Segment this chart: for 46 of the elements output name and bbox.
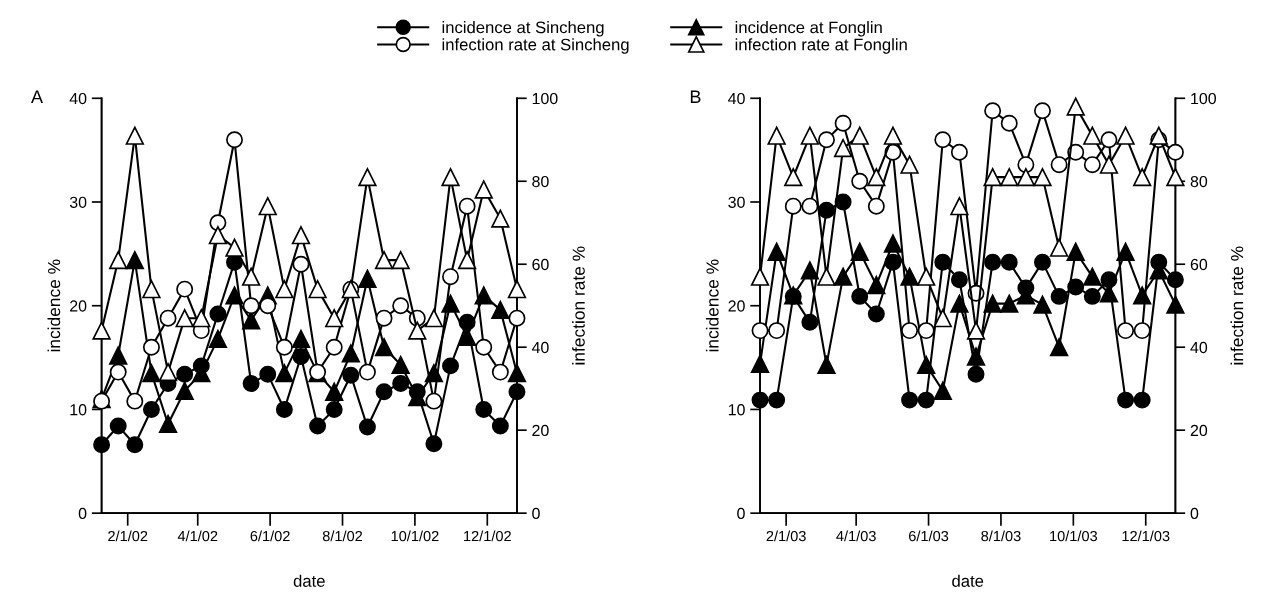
y-tick-label: 30: [69, 196, 87, 208]
y-tick-label: 10: [70, 404, 87, 416]
text: A: [31, 90, 43, 103]
y-tick-label: 30: [728, 196, 745, 208]
x-tick-label: 12/1/02: [464, 530, 511, 542]
x-tick-label: 4/1/02: [177, 530, 218, 542]
x-tick-label: 12/1/03: [1122, 530, 1170, 542]
y-tick-label: 20: [70, 300, 87, 312]
y2-tick-label: 20: [1190, 424, 1208, 437]
y2-tick-label: 60: [532, 258, 549, 271]
y-tick-label: 10: [728, 404, 745, 416]
x-axis-title: date: [293, 574, 325, 587]
y2-tick-label: 80: [532, 175, 549, 188]
y2-tick-label: 20: [532, 424, 549, 437]
y2-tick-label: 0: [1190, 507, 1199, 520]
y-tick-label: 20: [728, 300, 745, 312]
x-tick-label: 4/1/03: [836, 530, 876, 542]
x-tick-label: 10/1/02: [391, 530, 439, 542]
y2-axis-title: infection rate %: [1230, 246, 1244, 365]
y2-tick-label: 100: [1191, 92, 1217, 105]
x-axis-title: date: [952, 574, 984, 587]
x-tick-label: 2/1/02: [108, 530, 148, 542]
x-tick-label: 6/1/03: [909, 530, 949, 542]
y2-axis-title: infection rate %: [572, 246, 585, 365]
legend-label: incidence at Fonglin: [735, 21, 882, 37]
y-tick-label: 0: [78, 507, 87, 520]
y-axis-title: incidence %: [47, 259, 61, 352]
x-tick-label: 6/1/02: [250, 530, 290, 542]
x-tick-label: 8/1/03: [981, 530, 1021, 542]
y-tick-label: 40: [69, 92, 87, 105]
x-tick-label: 8/1/02: [322, 530, 363, 542]
legend-label: infection rate at Sincheng: [442, 38, 629, 54]
y-axis-title: incidence %: [705, 259, 719, 352]
y2-tick-label: 40: [531, 341, 549, 354]
y2-tick-label: 0: [532, 507, 540, 520]
y-tick-label: 0: [737, 507, 745, 520]
y2-tick-label: 40: [1190, 341, 1208, 354]
legend-label: incidence at Sincheng: [442, 21, 604, 37]
y2-tick-label: 100: [532, 92, 558, 105]
legend-label: infection rate at Fonglin: [735, 38, 907, 54]
text: B: [690, 90, 701, 103]
x-tick-label: 10/1/03: [1050, 530, 1098, 542]
y-tick-label: 40: [728, 92, 745, 105]
x-tick-label: 2/1/03: [766, 530, 806, 542]
y2-tick-label: 60: [1190, 258, 1208, 271]
y2-tick-label: 80: [1190, 175, 1208, 188]
